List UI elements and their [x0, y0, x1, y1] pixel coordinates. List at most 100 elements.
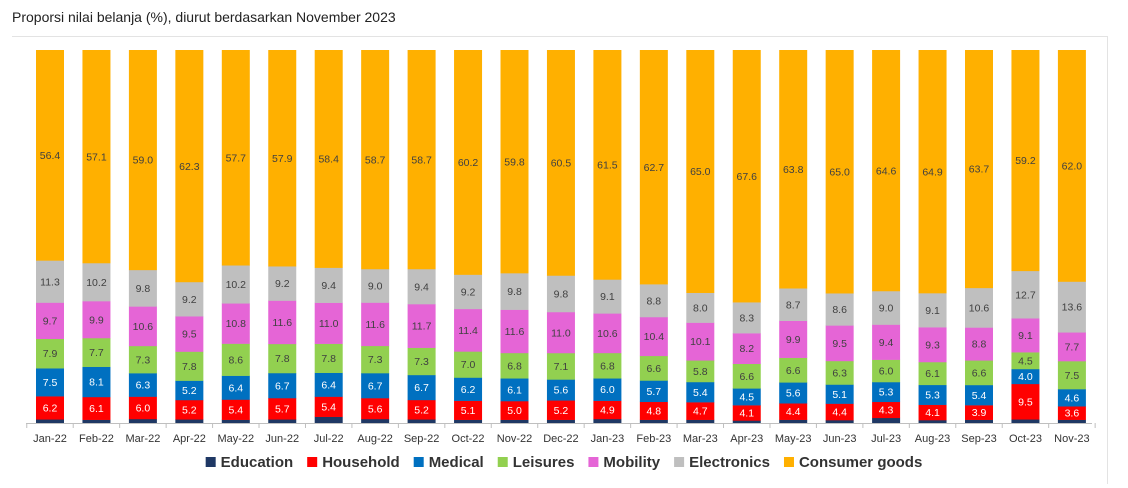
- label-mobility-jan-22: 9.7: [43, 315, 58, 327]
- bar-education-nov-22: [500, 419, 529, 424]
- bar-household-sep-22: [407, 399, 436, 420]
- bar-leisures-sep-23: [965, 360, 993, 386]
- bar-household-jul-22: [314, 396, 343, 417]
- label-mobility-mar-22: 10.6: [133, 321, 154, 333]
- chart-title: Proporsi nilai belanja (%), diurut berda…: [12, 9, 396, 25]
- bar-education-jul-23: [872, 417, 901, 424]
- bar-household-aug-22: [361, 398, 390, 420]
- bar-education-mar-22: [128, 418, 157, 424]
- label-leisures-feb-23: 6.6: [647, 363, 662, 375]
- label-electronics-jul-23: 9.0: [879, 303, 894, 315]
- bar-household-apr-22: [175, 399, 204, 420]
- bar-mobility-dec-22: [546, 311, 575, 354]
- bar-electronics-feb-22: [82, 262, 111, 302]
- x-tick-label-feb-23: Feb-23: [636, 433, 671, 445]
- label-consumer-goods-mar-22: 59.0: [133, 155, 154, 167]
- bar-leisures-jul-23: [872, 359, 901, 383]
- legend-label-consumer-goods: Consumer goods: [799, 454, 922, 471]
- label-medical-dec-22: 5.6: [554, 385, 569, 397]
- label-mobility-apr-23: 8.2: [739, 343, 754, 355]
- bar-medical-oct-23: [1011, 368, 1040, 385]
- label-medical-jun-22: 6.7: [275, 380, 290, 392]
- label-household-mar-23: 4.7: [693, 406, 708, 418]
- label-electronics-apr-23: 8.3: [739, 312, 754, 324]
- x-tick-label-apr-23: Apr-23: [730, 433, 763, 445]
- bar-mobility-nov-23: [1057, 332, 1086, 362]
- bar-education-aug-23: [918, 420, 947, 424]
- label-household-apr-22: 5.2: [182, 404, 197, 416]
- bar-household-jan-22: [36, 396, 64, 420]
- bar-consumer-goods-apr-22: [175, 50, 204, 283]
- bar-mobility-jan-23: [593, 313, 622, 354]
- x-tick-label-may-22: May-22: [217, 433, 254, 445]
- x-tick-label-jun-23: Jun-23: [823, 433, 857, 445]
- bar-household-jul-23: [872, 401, 901, 419]
- label-mobility-aug-23: 9.3: [925, 339, 940, 351]
- bar-medical-jun-22: [268, 372, 297, 399]
- bar-education-jun-22: [268, 419, 297, 424]
- x-tick-label-nov-23: Nov-23: [1054, 433, 1089, 445]
- legend-swatch-education: [205, 457, 216, 467]
- label-consumer-goods-jan-22: 56.4: [40, 150, 61, 162]
- bar-consumer-goods-feb-23: [639, 50, 668, 285]
- bar-household-may-23: [779, 403, 808, 420]
- label-consumer-goods-oct-22: 60.2: [458, 157, 479, 169]
- label-electronics-jan-22: 11.3: [40, 276, 60, 288]
- label-medical-mar-22: 6.3: [136, 380, 151, 392]
- bar-consumer-goods-oct-23: [1011, 50, 1040, 272]
- label-household-aug-22: 5.6: [368, 403, 383, 415]
- bar-mobility-mar-23: [686, 322, 715, 361]
- bar-electronics-aug-23: [918, 293, 947, 328]
- bar-household-jun-22: [268, 397, 297, 420]
- label-consumer-goods-feb-22: 57.1: [86, 151, 107, 163]
- bar-education-oct-22: [454, 419, 483, 424]
- bar-mobility-apr-22: [175, 316, 204, 352]
- x-tick-label-oct-23: Oct-23: [1009, 433, 1042, 445]
- bar-education-jun-23: [825, 420, 854, 424]
- x-tick-label-nov-22: Nov-22: [497, 433, 532, 445]
- label-medical-may-22: 6.4: [228, 382, 243, 394]
- label-mobility-jan-23: 10.6: [597, 328, 618, 340]
- label-consumer-goods-mar-23: 65.0: [690, 166, 711, 178]
- bar-mobility-jun-23: [825, 325, 854, 362]
- bar-household-mar-23: [686, 402, 715, 420]
- bar-mobility-aug-22: [361, 302, 390, 347]
- label-household-jan-22: 6.2: [43, 403, 58, 415]
- bar-leisures-aug-22: [361, 345, 390, 374]
- bar-consumer-goods-sep-22: [407, 50, 436, 270]
- label-consumer-goods-sep-23: 63.7: [969, 164, 990, 176]
- bar-electronics-nov-23: [1057, 281, 1086, 333]
- label-leisures-aug-22: 7.3: [368, 354, 383, 366]
- bar-consumer-goods-feb-22: [82, 50, 111, 264]
- x-tick-label-feb-22: Feb-22: [79, 433, 114, 445]
- label-mobility-sep-23: 8.8: [972, 339, 987, 351]
- bar-household-jan-23: [593, 400, 622, 420]
- bar-mobility-may-23: [779, 320, 808, 358]
- bar-electronics-jan-22: [36, 260, 64, 303]
- bar-leisures-may-22: [221, 343, 250, 376]
- label-household-mar-22: 6.0: [136, 403, 151, 415]
- legend-swatch-mobility: [588, 457, 599, 467]
- bar-medical-dec-22: [546, 379, 575, 401]
- x-tick-label-sep-22: Sep-22: [404, 433, 439, 445]
- label-leisures-sep-23: 6.6: [972, 367, 987, 379]
- label-mobility-may-22: 10.8: [226, 318, 247, 330]
- bar-leisures-jan-22: [36, 338, 64, 369]
- data-labels-layer: 6.2 7.5 7.9 9.7 11.3 56.4 6.1 8.1 7.7 9.9 10.2 57.1…: [40, 150, 1082, 420]
- label-mobility-apr-22: 9.5: [182, 329, 197, 341]
- label-mobility-jul-23: 9.4: [879, 337, 894, 349]
- legend-swatch-household: [307, 457, 318, 467]
- bar-leisures-apr-22: [175, 351, 204, 381]
- bar-medical-jan-23: [593, 378, 622, 401]
- x-axis: Jan-22 Feb-22 Mar-22 Apr-22 May-22 Jun-22 Jul-…: [26, 423, 1096, 445]
- legend-label-education: Education: [221, 454, 294, 471]
- bar-electronics-oct-23: [1011, 270, 1040, 319]
- bar-leisures-mar-22: [128, 345, 157, 374]
- label-leisures-aug-23: 6.1: [925, 368, 940, 380]
- bar-education-jul-22: [314, 416, 343, 424]
- label-leisures-nov-22: 6.8: [507, 360, 522, 372]
- label-medical-jan-23: 6.0: [600, 384, 615, 396]
- label-electronics-aug-22: 9.0: [368, 281, 383, 293]
- x-tick-label-jan-22: Jan-22: [33, 433, 67, 445]
- x-tick-label-aug-22: Aug-22: [357, 433, 392, 445]
